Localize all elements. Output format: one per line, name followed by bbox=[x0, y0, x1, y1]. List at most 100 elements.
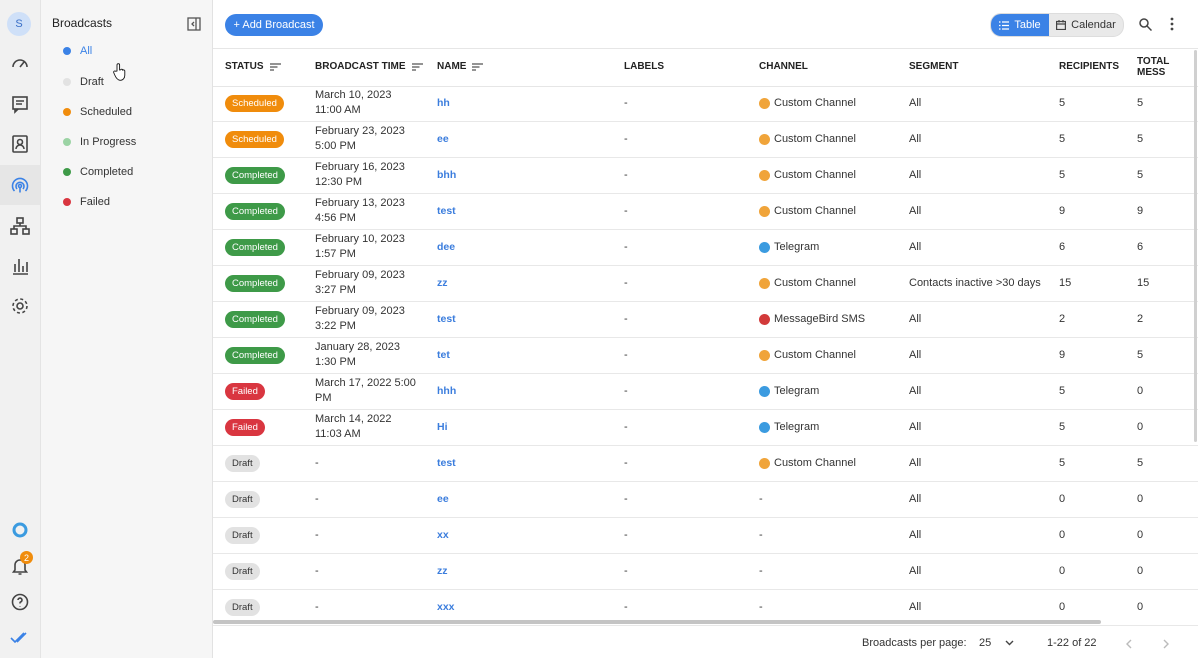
segment-cell: All bbox=[909, 553, 1054, 589]
status-filter-label: Draft bbox=[80, 76, 104, 88]
broadcast-name[interactable]: zz bbox=[437, 277, 448, 289]
broadcast-time: February 13, 2023 4:56 PM bbox=[315, 197, 405, 224]
search-button[interactable] bbox=[1139, 18, 1152, 31]
time-cell: February 16, 2023 12:30 PM bbox=[315, 157, 420, 193]
segment: All bbox=[909, 241, 922, 253]
table-row[interactable]: Completed February 09, 2023 3:27 PM zz - Cus… bbox=[213, 265, 1198, 302]
broadcast-name[interactable]: xxx bbox=[437, 601, 455, 613]
recipients: 5 bbox=[1059, 133, 1066, 145]
broadcast-name[interactable]: hhh bbox=[437, 385, 457, 397]
broadcast-name[interactable]: test bbox=[437, 457, 456, 469]
total-messages: 0 bbox=[1137, 421, 1144, 433]
prev-page-button[interactable] bbox=[1125, 639, 1132, 649]
settings-icon[interactable] bbox=[10, 296, 30, 316]
channel: Custom Channel bbox=[774, 277, 856, 289]
broadcast-name[interactable]: ee bbox=[437, 133, 449, 145]
broadcast-name[interactable]: Hi bbox=[437, 421, 448, 433]
status-filter[interactable]: Draft bbox=[63, 74, 104, 90]
next-page-button[interactable] bbox=[1163, 639, 1170, 649]
name-cell: tet bbox=[437, 337, 587, 373]
total-cell: 0 bbox=[1137, 553, 1197, 589]
segment: All bbox=[909, 349, 922, 361]
status-filter[interactable]: Completed bbox=[63, 164, 133, 180]
broadcast-name[interactable]: tet bbox=[437, 349, 450, 361]
broadcast-name[interactable]: xx bbox=[437, 529, 449, 541]
horizontal-scrollbar[interactable] bbox=[213, 620, 1101, 624]
status-filter[interactable]: All bbox=[63, 43, 92, 59]
sort-icon[interactable] bbox=[472, 62, 484, 71]
recipients-cell: 5 bbox=[1059, 445, 1129, 481]
broadcast-name[interactable]: dee bbox=[437, 241, 456, 253]
status-filter[interactable]: Failed bbox=[63, 194, 110, 210]
labels-cell: - bbox=[624, 85, 724, 121]
table-row[interactable]: Draft - test - Custom Channel All 5 5 bbox=[213, 445, 1198, 482]
workspace-logo[interactable] bbox=[10, 520, 30, 540]
recipients-cell: 0 bbox=[1059, 517, 1129, 553]
total-messages: 0 bbox=[1137, 493, 1144, 505]
total-cell: 5 bbox=[1137, 337, 1197, 373]
dashboard-icon[interactable] bbox=[10, 53, 30, 73]
broadcast-name[interactable]: test bbox=[437, 313, 456, 325]
segment-cell: All bbox=[909, 121, 1054, 157]
reports-icon[interactable] bbox=[10, 256, 30, 276]
per-page-dropdown-icon[interactable] bbox=[1005, 640, 1014, 646]
total-cell: 5 bbox=[1137, 157, 1197, 193]
table-row[interactable]: Failed March 14, 2022 11:03 AM Hi - Telegram… bbox=[213, 409, 1198, 446]
broadcast-name[interactable]: zz bbox=[437, 565, 448, 577]
recipients: 5 bbox=[1059, 457, 1066, 469]
broadcast-name[interactable]: ee bbox=[437, 493, 449, 505]
time-cell: - bbox=[315, 553, 420, 589]
total-messages: 9 bbox=[1137, 205, 1144, 217]
segment-cell: All bbox=[909, 85, 1054, 121]
table-row[interactable]: Draft - xxx - - All 0 0 bbox=[213, 589, 1198, 626]
recipients: 0 bbox=[1059, 601, 1066, 613]
broadcast-icon[interactable] bbox=[10, 175, 30, 195]
status-filter[interactable]: Scheduled bbox=[63, 104, 132, 120]
status-filter[interactable]: In Progress bbox=[63, 134, 136, 150]
table-row[interactable]: Draft - zz - - All 0 0 bbox=[213, 553, 1198, 590]
help-icon[interactable] bbox=[10, 592, 30, 612]
table-row[interactable]: Draft - ee - - All 0 0 bbox=[213, 481, 1198, 518]
collapse-button[interactable] bbox=[187, 17, 201, 31]
labels: - bbox=[624, 349, 628, 361]
labels-cell: - bbox=[624, 157, 724, 193]
total-messages: 0 bbox=[1137, 529, 1144, 541]
add-broadcast-button[interactable]: + Add Broadcast bbox=[225, 14, 323, 36]
labels: - bbox=[624, 601, 628, 613]
table-row[interactable]: Completed February 13, 2023 4:56 PM test - C… bbox=[213, 193, 1198, 230]
status-dot bbox=[63, 108, 71, 116]
table-row[interactable]: Scheduled March 10, 2023 11:00 AM hh - Custo… bbox=[213, 85, 1198, 122]
more-menu-button[interactable] bbox=[1170, 17, 1174, 31]
table-view-button[interactable]: Table bbox=[991, 14, 1049, 36]
recipients-cell: 2 bbox=[1059, 301, 1129, 337]
calendar-view-button[interactable]: Calendar bbox=[1049, 14, 1123, 36]
status-cell: Failed bbox=[225, 409, 310, 445]
inbox-icon[interactable] bbox=[10, 94, 30, 114]
workflow-icon[interactable] bbox=[10, 216, 30, 236]
status-pill: Scheduled bbox=[225, 130, 284, 148]
view-toggle: Table Calendar bbox=[990, 13, 1124, 37]
table-row[interactable]: Completed January 28, 2023 1:30 PM tet - Cus… bbox=[213, 337, 1198, 374]
sort-icon[interactable] bbox=[269, 62, 281, 71]
per-page-label: Broadcasts per page: bbox=[862, 637, 967, 649]
labels-cell: - bbox=[624, 409, 724, 445]
table-row[interactable]: Failed March 17, 2022 5:00 PM hhh - Telegram… bbox=[213, 373, 1198, 410]
avatar[interactable]: S bbox=[7, 12, 31, 36]
per-page-value[interactable]: 25 bbox=[979, 637, 992, 649]
table-row[interactable]: Completed February 09, 2023 3:22 PM test - M… bbox=[213, 301, 1198, 338]
table-row[interactable]: Scheduled February 23, 2023 5:00 PM ee - Cus… bbox=[213, 121, 1198, 158]
calendar-view-label: Calendar bbox=[1071, 19, 1116, 31]
sort-icon[interactable] bbox=[411, 62, 423, 71]
segment: All bbox=[909, 385, 922, 397]
contacts-icon[interactable] bbox=[10, 134, 30, 154]
broadcast-name[interactable]: hh bbox=[437, 97, 450, 109]
broadcast-name[interactable]: test bbox=[437, 205, 456, 217]
recipients: 0 bbox=[1059, 529, 1066, 541]
labels: - bbox=[624, 169, 628, 181]
broadcast-name[interactable]: bhh bbox=[437, 169, 457, 181]
table-row[interactable]: Completed February 10, 2023 1:57 PM dee - Te… bbox=[213, 229, 1198, 266]
table-row[interactable]: Completed February 16, 2023 12:30 PM bhh - C… bbox=[213, 157, 1198, 194]
vertical-scrollbar[interactable] bbox=[1194, 50, 1197, 442]
table-row[interactable]: Draft - xx - - All 0 0 bbox=[213, 517, 1198, 554]
status-cell: Completed bbox=[225, 337, 310, 373]
